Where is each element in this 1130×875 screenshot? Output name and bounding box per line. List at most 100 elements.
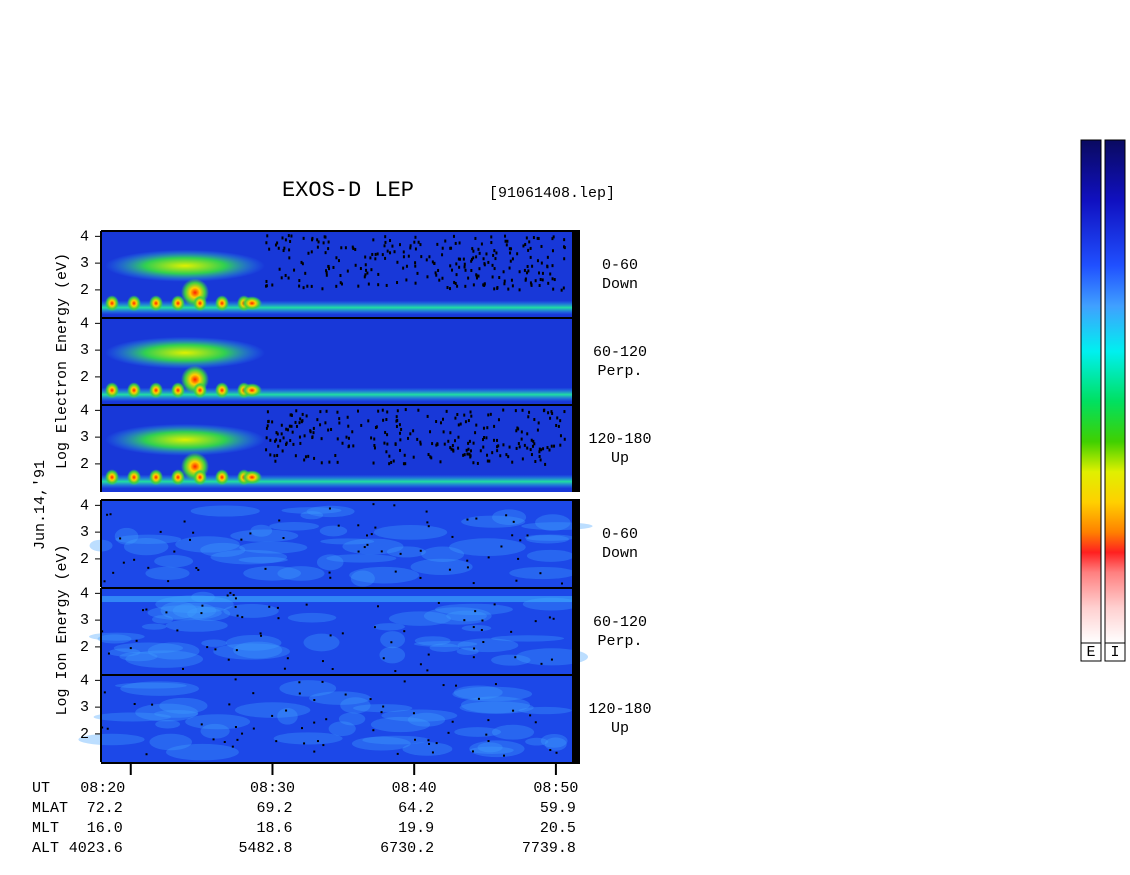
ion-feature <box>452 686 533 702</box>
noise <box>112 571 115 574</box>
noise <box>372 461 375 465</box>
noise <box>529 448 532 452</box>
plasma-feature <box>127 382 141 399</box>
noise <box>467 276 470 280</box>
spectrogram-panel <box>89 499 593 587</box>
noise <box>226 594 229 597</box>
noise <box>492 438 495 442</box>
ion-feature <box>349 566 420 584</box>
noise <box>551 237 554 241</box>
noise <box>467 447 470 451</box>
noise <box>285 427 288 431</box>
noise <box>507 455 510 459</box>
orbit-value: 16.0 <box>87 820 123 837</box>
noise <box>409 244 412 248</box>
ion-feature <box>200 723 230 739</box>
noise <box>510 630 513 633</box>
noise <box>503 282 506 286</box>
ion-feature <box>457 638 519 653</box>
noise <box>483 436 486 440</box>
noise <box>439 421 442 425</box>
noise <box>494 683 497 686</box>
noise <box>436 242 439 246</box>
plasma-feature <box>242 383 262 398</box>
noise <box>485 252 488 256</box>
ion-feature <box>154 710 199 718</box>
noise <box>298 692 301 695</box>
noise <box>373 443 376 447</box>
noise <box>531 264 534 268</box>
noise <box>321 680 324 683</box>
y-tick-label: 3 <box>80 612 89 629</box>
noise <box>274 459 277 463</box>
noise <box>536 259 539 263</box>
noise <box>234 678 237 681</box>
y-tick-label: 2 <box>80 456 89 473</box>
noise <box>340 282 343 286</box>
noise <box>266 234 269 238</box>
noise <box>265 284 268 288</box>
noise <box>278 267 281 271</box>
ion-feature <box>544 737 567 751</box>
noise <box>347 424 350 428</box>
noise <box>472 626 475 629</box>
noise <box>449 287 452 291</box>
noise <box>275 431 278 435</box>
ion-feature <box>515 648 589 666</box>
noise <box>518 288 521 292</box>
noise <box>475 274 478 278</box>
noise <box>332 265 335 269</box>
noise <box>517 557 520 560</box>
noise <box>435 420 438 424</box>
ion-feature <box>340 697 371 714</box>
ion-feature <box>449 538 526 557</box>
noise <box>276 432 279 436</box>
ion-feature <box>185 714 251 730</box>
noise <box>466 566 469 569</box>
noise <box>299 441 302 445</box>
noise <box>442 430 445 434</box>
noise <box>549 272 552 276</box>
ion-feature <box>379 646 406 664</box>
noise <box>313 456 316 460</box>
noise <box>276 453 279 457</box>
plasma-feature <box>193 382 207 399</box>
noise <box>109 513 112 516</box>
noise <box>419 576 422 579</box>
noise <box>455 273 458 277</box>
noise <box>538 447 541 451</box>
noise <box>390 641 393 644</box>
ion-feature <box>281 507 342 514</box>
noise <box>510 247 513 251</box>
ion-feature <box>460 696 531 714</box>
noise <box>508 266 511 270</box>
noise <box>546 446 549 450</box>
noise <box>336 460 339 464</box>
ion-feature <box>97 634 132 644</box>
noise <box>419 243 422 247</box>
orbit-value: 7739.8 <box>522 840 576 857</box>
noise <box>338 421 341 425</box>
noise <box>260 634 263 637</box>
noise <box>324 421 327 425</box>
ion-feature <box>535 514 571 531</box>
row-label: UT <box>32 780 50 797</box>
noise <box>414 235 417 239</box>
noise <box>522 244 525 248</box>
row-label: MLAT <box>32 800 68 817</box>
ion-feature <box>115 682 187 689</box>
noise <box>307 251 310 255</box>
noise <box>499 454 502 458</box>
noise <box>419 440 422 444</box>
noise <box>330 427 333 431</box>
noise <box>540 448 543 452</box>
noise <box>510 278 513 282</box>
ion-feature <box>491 724 535 740</box>
y-tick-label: 3 <box>80 342 89 359</box>
noise <box>493 249 496 253</box>
noise <box>399 438 402 442</box>
orbit-value: 19.9 <box>398 820 434 837</box>
noise <box>469 449 472 453</box>
noise <box>386 410 389 414</box>
noise <box>356 409 359 413</box>
